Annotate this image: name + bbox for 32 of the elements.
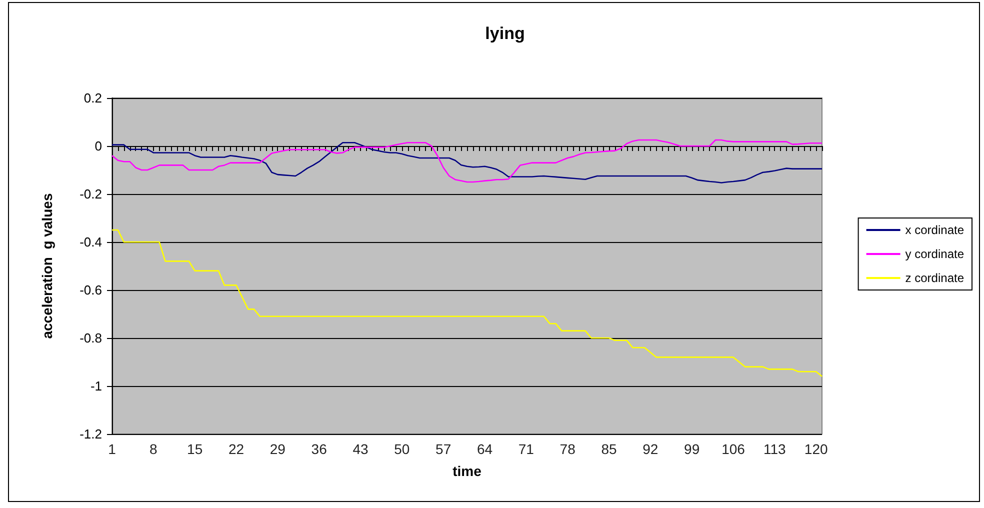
x-tick-label: 78 <box>560 441 576 457</box>
x-tick-label: 1 <box>108 441 116 457</box>
x-tick-label: 99 <box>684 441 700 457</box>
y-tick-label: -1 <box>90 378 102 394</box>
x-tick-label: 106 <box>722 441 746 457</box>
x-tick-label: 15 <box>187 441 203 457</box>
x-tick-label: 8 <box>150 441 158 457</box>
y-axis-title: acceleration g values <box>39 193 55 339</box>
x-tick-label: 71 <box>518 441 534 457</box>
x-tick-label: 85 <box>601 441 617 457</box>
y-tick-label: -0.2 <box>80 186 102 202</box>
x-tick-label: 64 <box>476 441 493 457</box>
x-tick-label: 36 <box>311 441 328 457</box>
x-tick-label: 22 <box>228 441 244 457</box>
x-tick-label: 92 <box>642 441 658 457</box>
legend-label: z cordinate <box>905 271 964 285</box>
legend-label: y cordinate <box>905 247 964 261</box>
x-tick-label: 120 <box>804 441 828 457</box>
y-tick-label: -1.2 <box>80 426 102 442</box>
y-tick-label: -0.6 <box>80 282 102 298</box>
x-tick-label: 113 <box>764 441 786 457</box>
legend-label: x cordinate <box>905 223 964 237</box>
x-tick-label: 50 <box>394 441 410 457</box>
x-axis-title: time <box>452 462 482 479</box>
y-tick-label: -0.4 <box>80 234 102 250</box>
x-tick-label: 43 <box>352 441 368 457</box>
x-tick-label: 29 <box>270 441 286 457</box>
y-tick-label: -0.8 <box>80 330 102 346</box>
chart-title: lying <box>485 24 525 43</box>
x-tick-label: 57 <box>436 441 452 457</box>
y-tick-label: 0 <box>94 138 102 154</box>
y-tick-label: 0.2 <box>84 90 102 106</box>
